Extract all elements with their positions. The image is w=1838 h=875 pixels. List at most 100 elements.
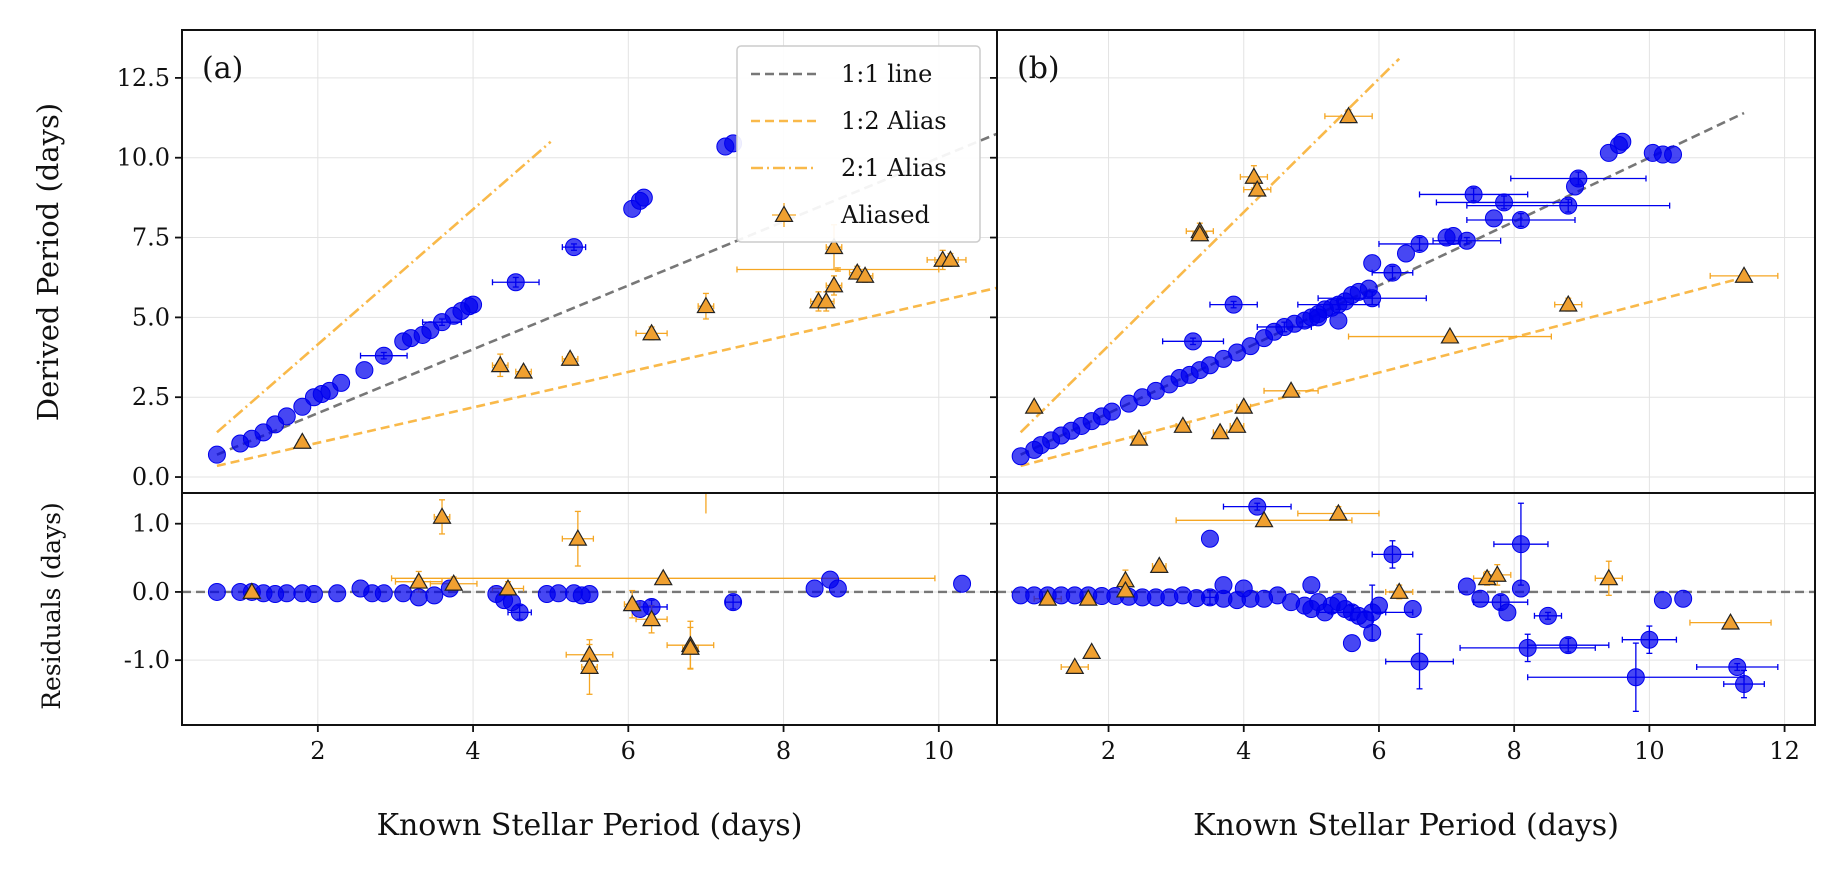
- residual-main-point: [1302, 576, 1321, 595]
- legend-label: 1:2 Alias: [841, 107, 947, 135]
- x-tick-label: 10: [1634, 737, 1665, 765]
- aliased-point: [816, 291, 836, 309]
- main-point: [1184, 332, 1203, 351]
- half-alias-line: [1020, 276, 1745, 468]
- residual-main-point: [1674, 589, 1693, 608]
- residual-main-point: [1234, 579, 1253, 598]
- residual-main-point: [724, 593, 743, 612]
- x-tick-label: 12: [1769, 737, 1800, 765]
- residual-main-point: [1200, 529, 1219, 548]
- legend-box: [736, 45, 981, 243]
- residual-aliased-point: [1487, 565, 1507, 582]
- residual-aliased-point: [653, 568, 673, 586]
- residual-main-point: [1511, 579, 1530, 598]
- main-point: [1329, 311, 1348, 330]
- residual-aliased-point: [409, 571, 429, 589]
- residual-aliased-point: [642, 609, 662, 627]
- residual-aliased-point: [1082, 642, 1102, 659]
- main-point: [564, 238, 583, 257]
- y-tick-label-top: 10.0: [117, 144, 170, 172]
- legend: 1:1 line 1:2 Alias 2:1 Alias Aliased: [736, 45, 981, 243]
- residual-main-point: [394, 584, 413, 603]
- aliased-point: [1339, 106, 1359, 124]
- residual-main-point: [1626, 668, 1645, 687]
- aliased-point: [1129, 429, 1149, 446]
- aliased-point: [292, 432, 312, 449]
- legend-label: Aliased: [840, 201, 930, 229]
- residual-main-point: [1403, 600, 1422, 618]
- residual-aliased-point: [622, 594, 642, 612]
- residual-aliased-point: [1149, 556, 1169, 573]
- aliased-errbar-wide: [736, 266, 940, 273]
- y-axis-label-top: Derived Period (days): [31, 103, 65, 421]
- aliased-point: [1190, 224, 1210, 242]
- main-point: [1457, 231, 1476, 250]
- residual-main-point: [805, 579, 824, 598]
- residual-main-point: [1214, 576, 1233, 595]
- main-point: [1397, 244, 1415, 263]
- residual-main-point: [304, 584, 323, 603]
- residual-aliased-point: [1599, 568, 1619, 586]
- aliased-point: [824, 237, 844, 255]
- legend-label: 1:1 line: [841, 60, 932, 88]
- aliased-point: [513, 361, 534, 379]
- y-tick-label-bottom: -1.0: [124, 646, 170, 674]
- residual-main-point: [374, 584, 393, 603]
- aliased-point: [1281, 381, 1301, 398]
- x-tick-label: 4: [465, 737, 480, 765]
- residual-main-point: [1559, 636, 1578, 655]
- residual-main-point: [1457, 577, 1476, 596]
- residual-aliased-point: [444, 574, 464, 591]
- legend-swatch-aliased: [774, 205, 794, 222]
- residual-aliased-point: [1115, 580, 1135, 598]
- main-point: [332, 373, 351, 392]
- residual-main-point: [1518, 638, 1537, 657]
- residual-main-point: [1735, 675, 1754, 694]
- aliased-point: [1227, 416, 1247, 433]
- residual-main-point: [1410, 652, 1429, 671]
- main-point: [1569, 169, 1588, 188]
- aliased-point: [642, 323, 662, 341]
- top-points: [207, 134, 967, 464]
- aliased-point: [1234, 397, 1254, 414]
- residual-aliased-point: [498, 578, 518, 596]
- residual-main-point: [207, 582, 226, 601]
- y-tick-label-top: 0.0: [132, 463, 170, 491]
- residual-main-point: [1471, 589, 1490, 608]
- main-point: [1383, 263, 1402, 282]
- residual-main-point: [328, 584, 347, 603]
- residual-aliased-point: [432, 507, 452, 524]
- half-alias-line: [216, 286, 997, 468]
- residual-main-point: [1538, 606, 1557, 625]
- residual-main-point: [1369, 596, 1388, 615]
- residual-main-point: [510, 603, 529, 622]
- bottom-points: [207, 493, 972, 695]
- residual-main-point: [425, 586, 444, 605]
- residual-main-point: [1640, 630, 1659, 649]
- residual-main-point: [1248, 497, 1267, 516]
- main-point: [464, 295, 483, 314]
- x-tick-label: 6: [621, 737, 636, 765]
- y-tick-label-bottom: 1.0: [132, 510, 170, 538]
- main-point: [277, 407, 296, 426]
- residual-aliased-point: [1720, 612, 1741, 630]
- aliased-point: [1440, 326, 1460, 344]
- panel-a: 2 4 6 8 10 0.0 2.5 5.0 7.5 10.0 12.5 -1.0 0.0 1.0 (a) K…: [117, 29, 998, 843]
- legend-label: 2:1 Alias: [841, 154, 947, 182]
- aliased-point: [696, 296, 716, 314]
- residual-aliased-point: [1389, 582, 1409, 599]
- residual-aliased-point: [680, 638, 700, 655]
- main-point: [1464, 185, 1483, 204]
- residual-aliased-point: [1078, 589, 1098, 606]
- residual-aliased-point: [1038, 589, 1058, 606]
- main-point: [1484, 209, 1503, 228]
- x-tick-label: 6: [1371, 737, 1386, 765]
- residual-main-point: [549, 584, 568, 603]
- x-tick-label: 2: [310, 737, 325, 765]
- residual-main-point: [953, 574, 972, 593]
- residual-main-point: [828, 579, 847, 598]
- aliased-point: [824, 275, 844, 293]
- x-tick-label: 10: [924, 737, 955, 765]
- main-point: [1102, 402, 1121, 421]
